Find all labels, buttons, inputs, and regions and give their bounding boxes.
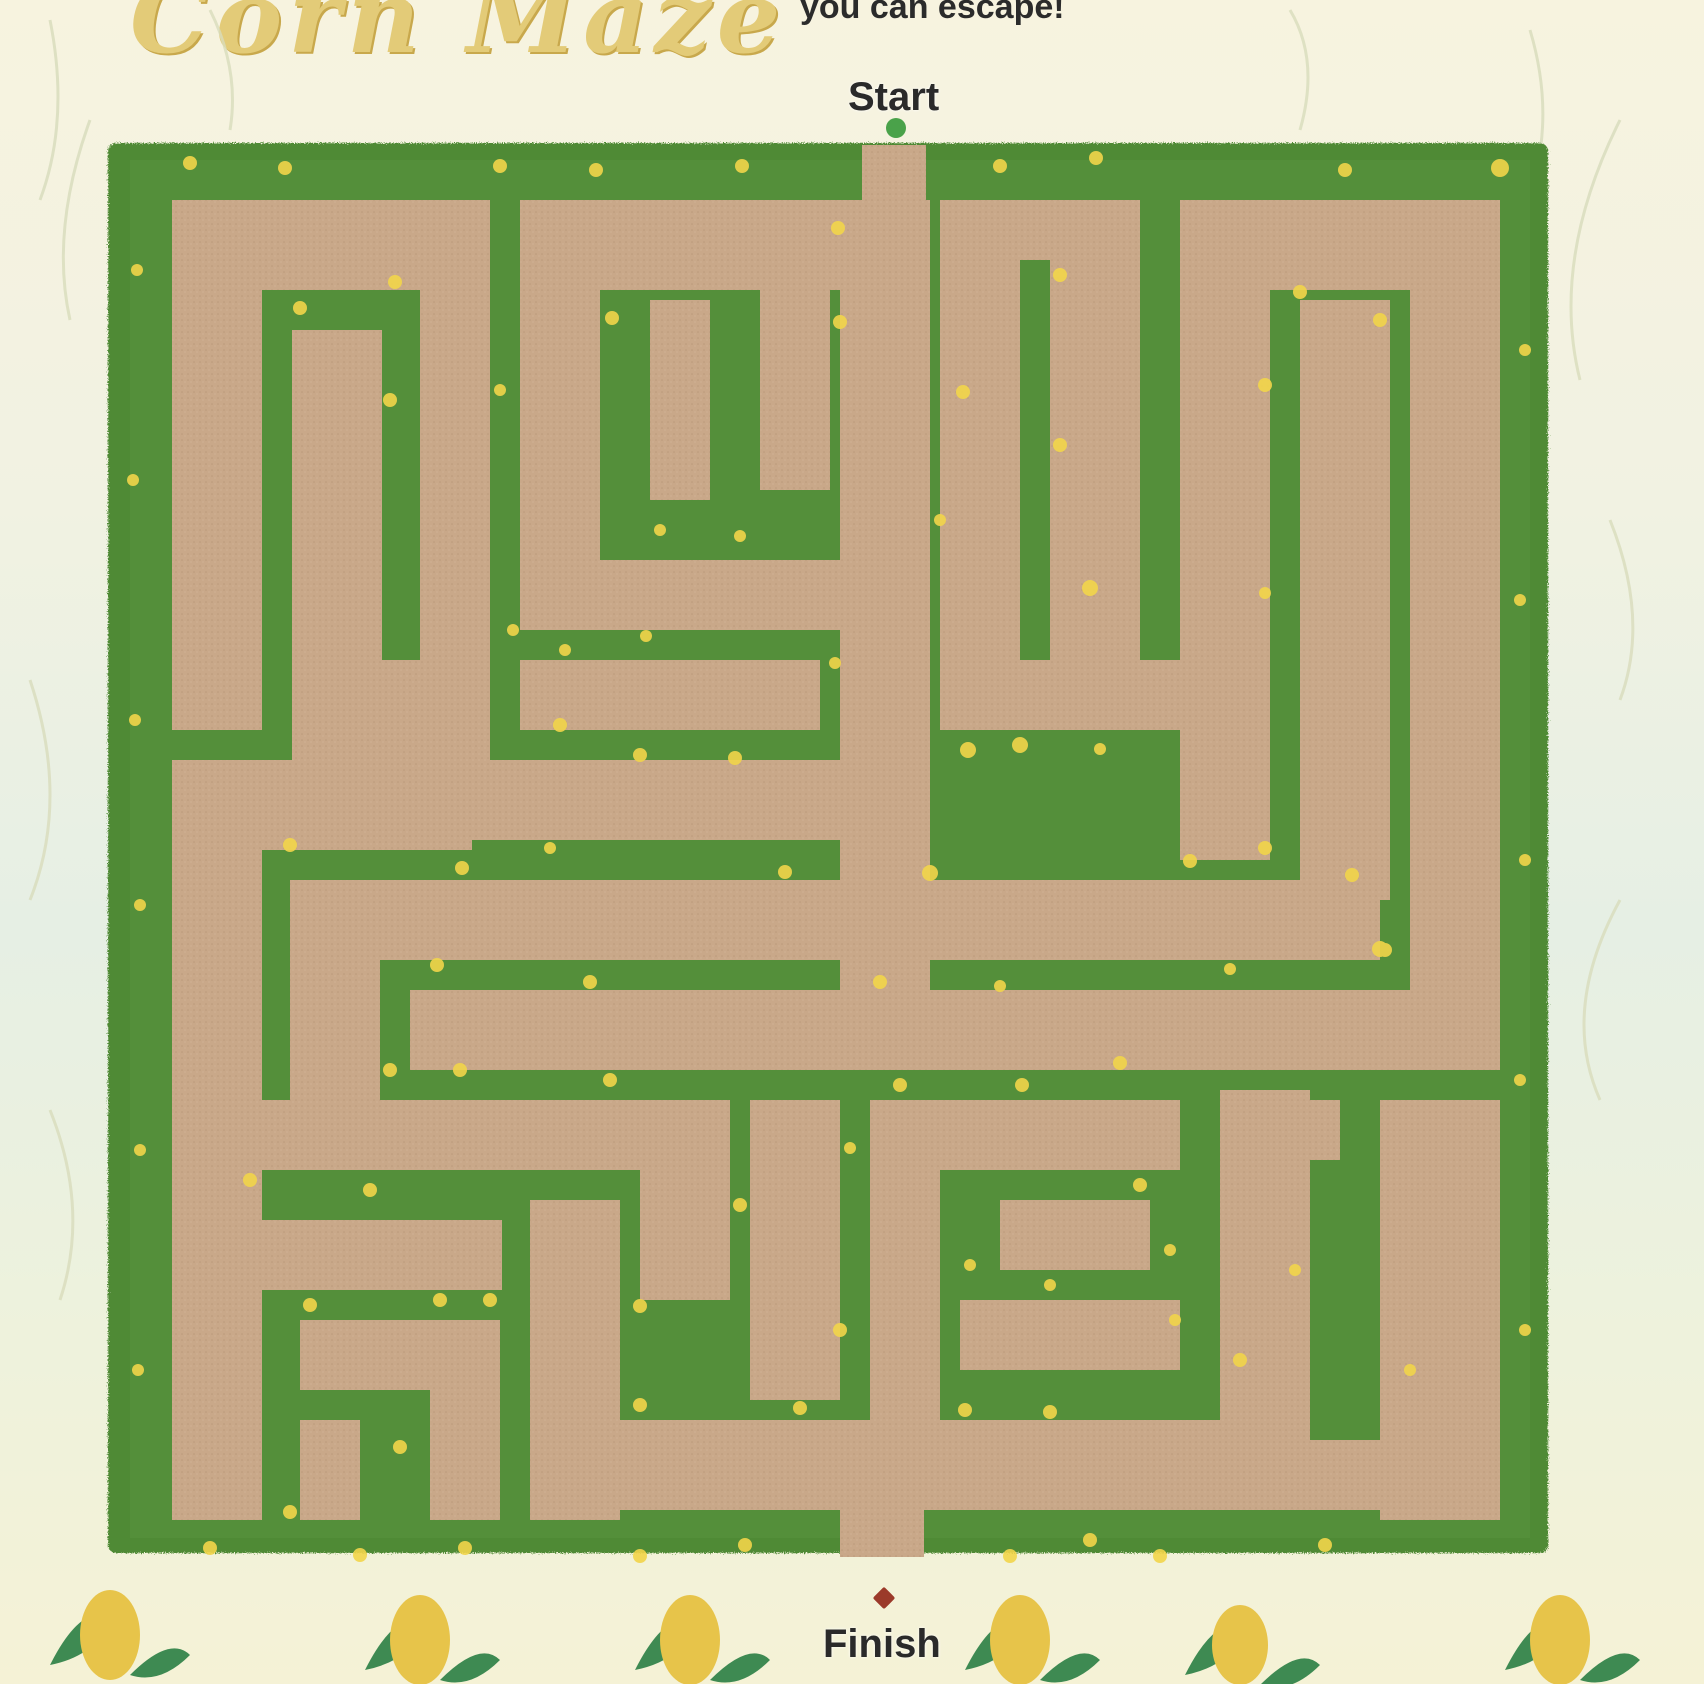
maze-title: Corn Maze [130, 0, 787, 76]
start-label: Start [848, 75, 940, 119]
corn-icon [965, 1595, 1100, 1684]
maze-paths [172, 145, 1500, 1557]
corn-decorations [50, 1590, 1640, 1684]
corn-icon [635, 1595, 770, 1684]
corn-icon [365, 1595, 500, 1684]
maze-subtitle: you can escape! [800, 0, 1065, 26]
corn-icon [1185, 1605, 1320, 1684]
finish-label: Finish [823, 1622, 941, 1666]
start-marker-icon[interactable] [886, 118, 906, 138]
corn-kernel-dots [127, 151, 1531, 1563]
corn-icon [1505, 1595, 1640, 1684]
corn-icon [50, 1590, 190, 1680]
grass-background [28, 9, 1635, 1301]
